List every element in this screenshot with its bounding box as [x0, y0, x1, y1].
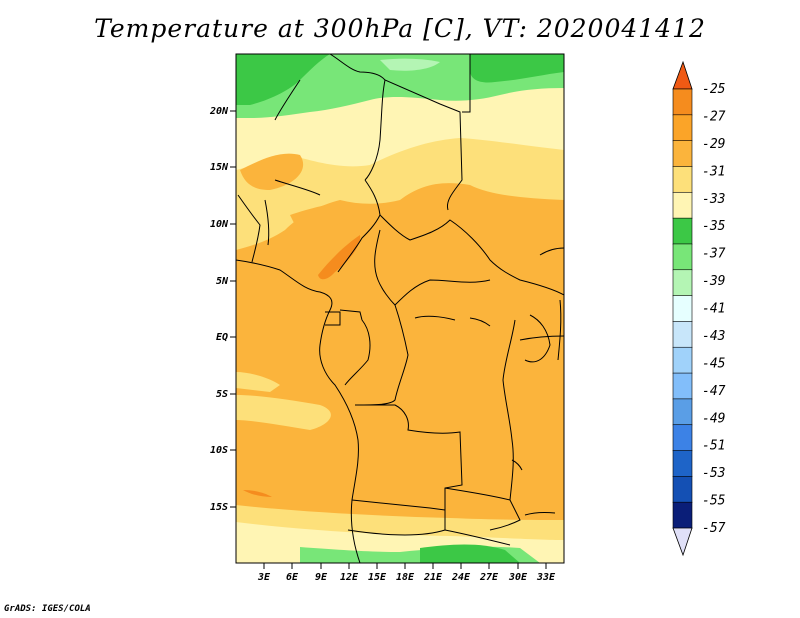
lat-tick-5n: 5N — [216, 276, 236, 287]
colorbar-label: -43 — [702, 329, 725, 344]
colorbar-label: -39 — [702, 274, 725, 289]
lat-label: 15S — [210, 502, 228, 513]
temperature-field — [236, 54, 564, 563]
colorbar-cell — [672, 476, 693, 503]
latitude-axis: 20N 15N 10N 5N EQ 5S 10S 15S — [209, 106, 236, 513]
colorbar-label: -53 — [702, 466, 725, 481]
lat-tick-eq: EQ — [216, 332, 236, 343]
colorbar-cells — [672, 88, 693, 529]
colorbar-label: -31 — [702, 164, 725, 179]
colorbar-label: -55 — [702, 494, 726, 509]
colorbar-labels: -25 -27 -29 -31 -33 -35 -37 -39 -41 -43 -45 -47 -49 -… — [702, 82, 726, 536]
colorbar-cell — [672, 346, 693, 374]
lat-tick-15n: 15N — [210, 162, 236, 173]
colorbar-cell — [672, 269, 693, 297]
colorbar-top-arrow — [672, 60, 693, 90]
lat-tick-5s: 5S — [216, 389, 236, 400]
lon-label: 18E — [396, 572, 415, 583]
colorbar-cell — [672, 217, 693, 245]
lon-label: 21E — [423, 572, 443, 583]
lon-tick-21e: 21E — [423, 563, 443, 583]
lon-tick-9e: 9E — [315, 563, 328, 583]
colorbar-label: -51 — [702, 439, 725, 454]
lat-label: 20N — [209, 106, 229, 117]
lon-tick-15e: 15E — [368, 563, 387, 583]
colorbar-cell — [672, 114, 693, 142]
lon-tick-6e: 6E — [286, 563, 299, 583]
lon-label: 33E — [536, 572, 556, 583]
lon-tick-33e: 33E — [536, 563, 556, 583]
lat-label: 5S — [216, 389, 228, 400]
colorbar-label: -27 — [702, 109, 726, 124]
lon-label: 30E — [508, 572, 528, 583]
colorbar-cell — [672, 88, 693, 116]
lon-tick-18e: 18E — [396, 563, 415, 583]
colorbar-label: -49 — [702, 411, 725, 426]
lon-label: 9E — [315, 572, 328, 583]
map-title: Temperature at 300hPa [C], VT: 202004141… — [94, 14, 706, 43]
lon-tick-30e: 30E — [508, 563, 528, 583]
colorbar-label: -35 — [702, 219, 726, 234]
lon-label: 12E — [340, 572, 359, 583]
colorbar-cell — [672, 321, 693, 348]
lat-label: EQ — [216, 332, 228, 343]
colorbar-label: -41 — [702, 302, 725, 317]
colorbar-cell — [672, 191, 693, 219]
lon-tick-24e: 24E — [451, 563, 471, 583]
colorbar-label: -37 — [702, 247, 726, 262]
lon-label: 3E — [257, 572, 271, 583]
colorbar-label: -25 — [702, 82, 726, 97]
lon-label: 24E — [451, 572, 471, 583]
colorbar-cell — [672, 450, 693, 477]
lon-label: 6E — [286, 572, 299, 583]
lon-tick-12e: 12E — [340, 563, 359, 583]
colorbar-label: -45 — [702, 356, 726, 371]
colorbar-label: -57 — [702, 521, 726, 536]
colorbar-cell — [672, 140, 693, 168]
longitude-axis: 3E 6E 9E 12E 15E 18E 21E 24E 27E 30E 33E — [257, 563, 556, 583]
lat-tick-10s: 10S — [210, 445, 236, 456]
grads-credit: GrADS: IGES/COLA — [4, 604, 91, 614]
lon-tick-3e: 3E — [257, 563, 271, 583]
country-borders — [236, 54, 564, 563]
colorbar-label: -29 — [702, 137, 725, 152]
colorbar-bottom-arrow — [672, 527, 693, 557]
colorbar-cell — [672, 166, 693, 193]
colorbar-cell — [672, 424, 693, 452]
colorbar: -25 -27 -29 -31 -33 -35 -37 -39 -41 -43 -45 -47 -49 -… — [672, 60, 726, 557]
lat-tick-15s: 15S — [210, 502, 236, 513]
lon-tick-27e: 27E — [479, 563, 499, 583]
lat-tick-20n: 20N — [209, 106, 236, 117]
lat-label: 5N — [216, 276, 229, 287]
lon-label: 27E — [479, 572, 499, 583]
colorbar-cell — [672, 243, 693, 271]
lat-tick-10n: 10N — [210, 219, 236, 230]
colorbar-cell — [672, 295, 693, 323]
lat-label: 10S — [210, 445, 228, 456]
lon-label: 15E — [368, 572, 387, 583]
map-frame — [235, 53, 565, 564]
colorbar-label: -33 — [702, 192, 725, 207]
colorbar-cell — [672, 501, 693, 529]
colorbar-cell — [672, 372, 693, 400]
colorbar-cell — [672, 398, 693, 426]
lat-label: 15N — [210, 162, 229, 173]
colorbar-label: -47 — [702, 384, 726, 399]
lat-label: 10N — [210, 219, 229, 230]
